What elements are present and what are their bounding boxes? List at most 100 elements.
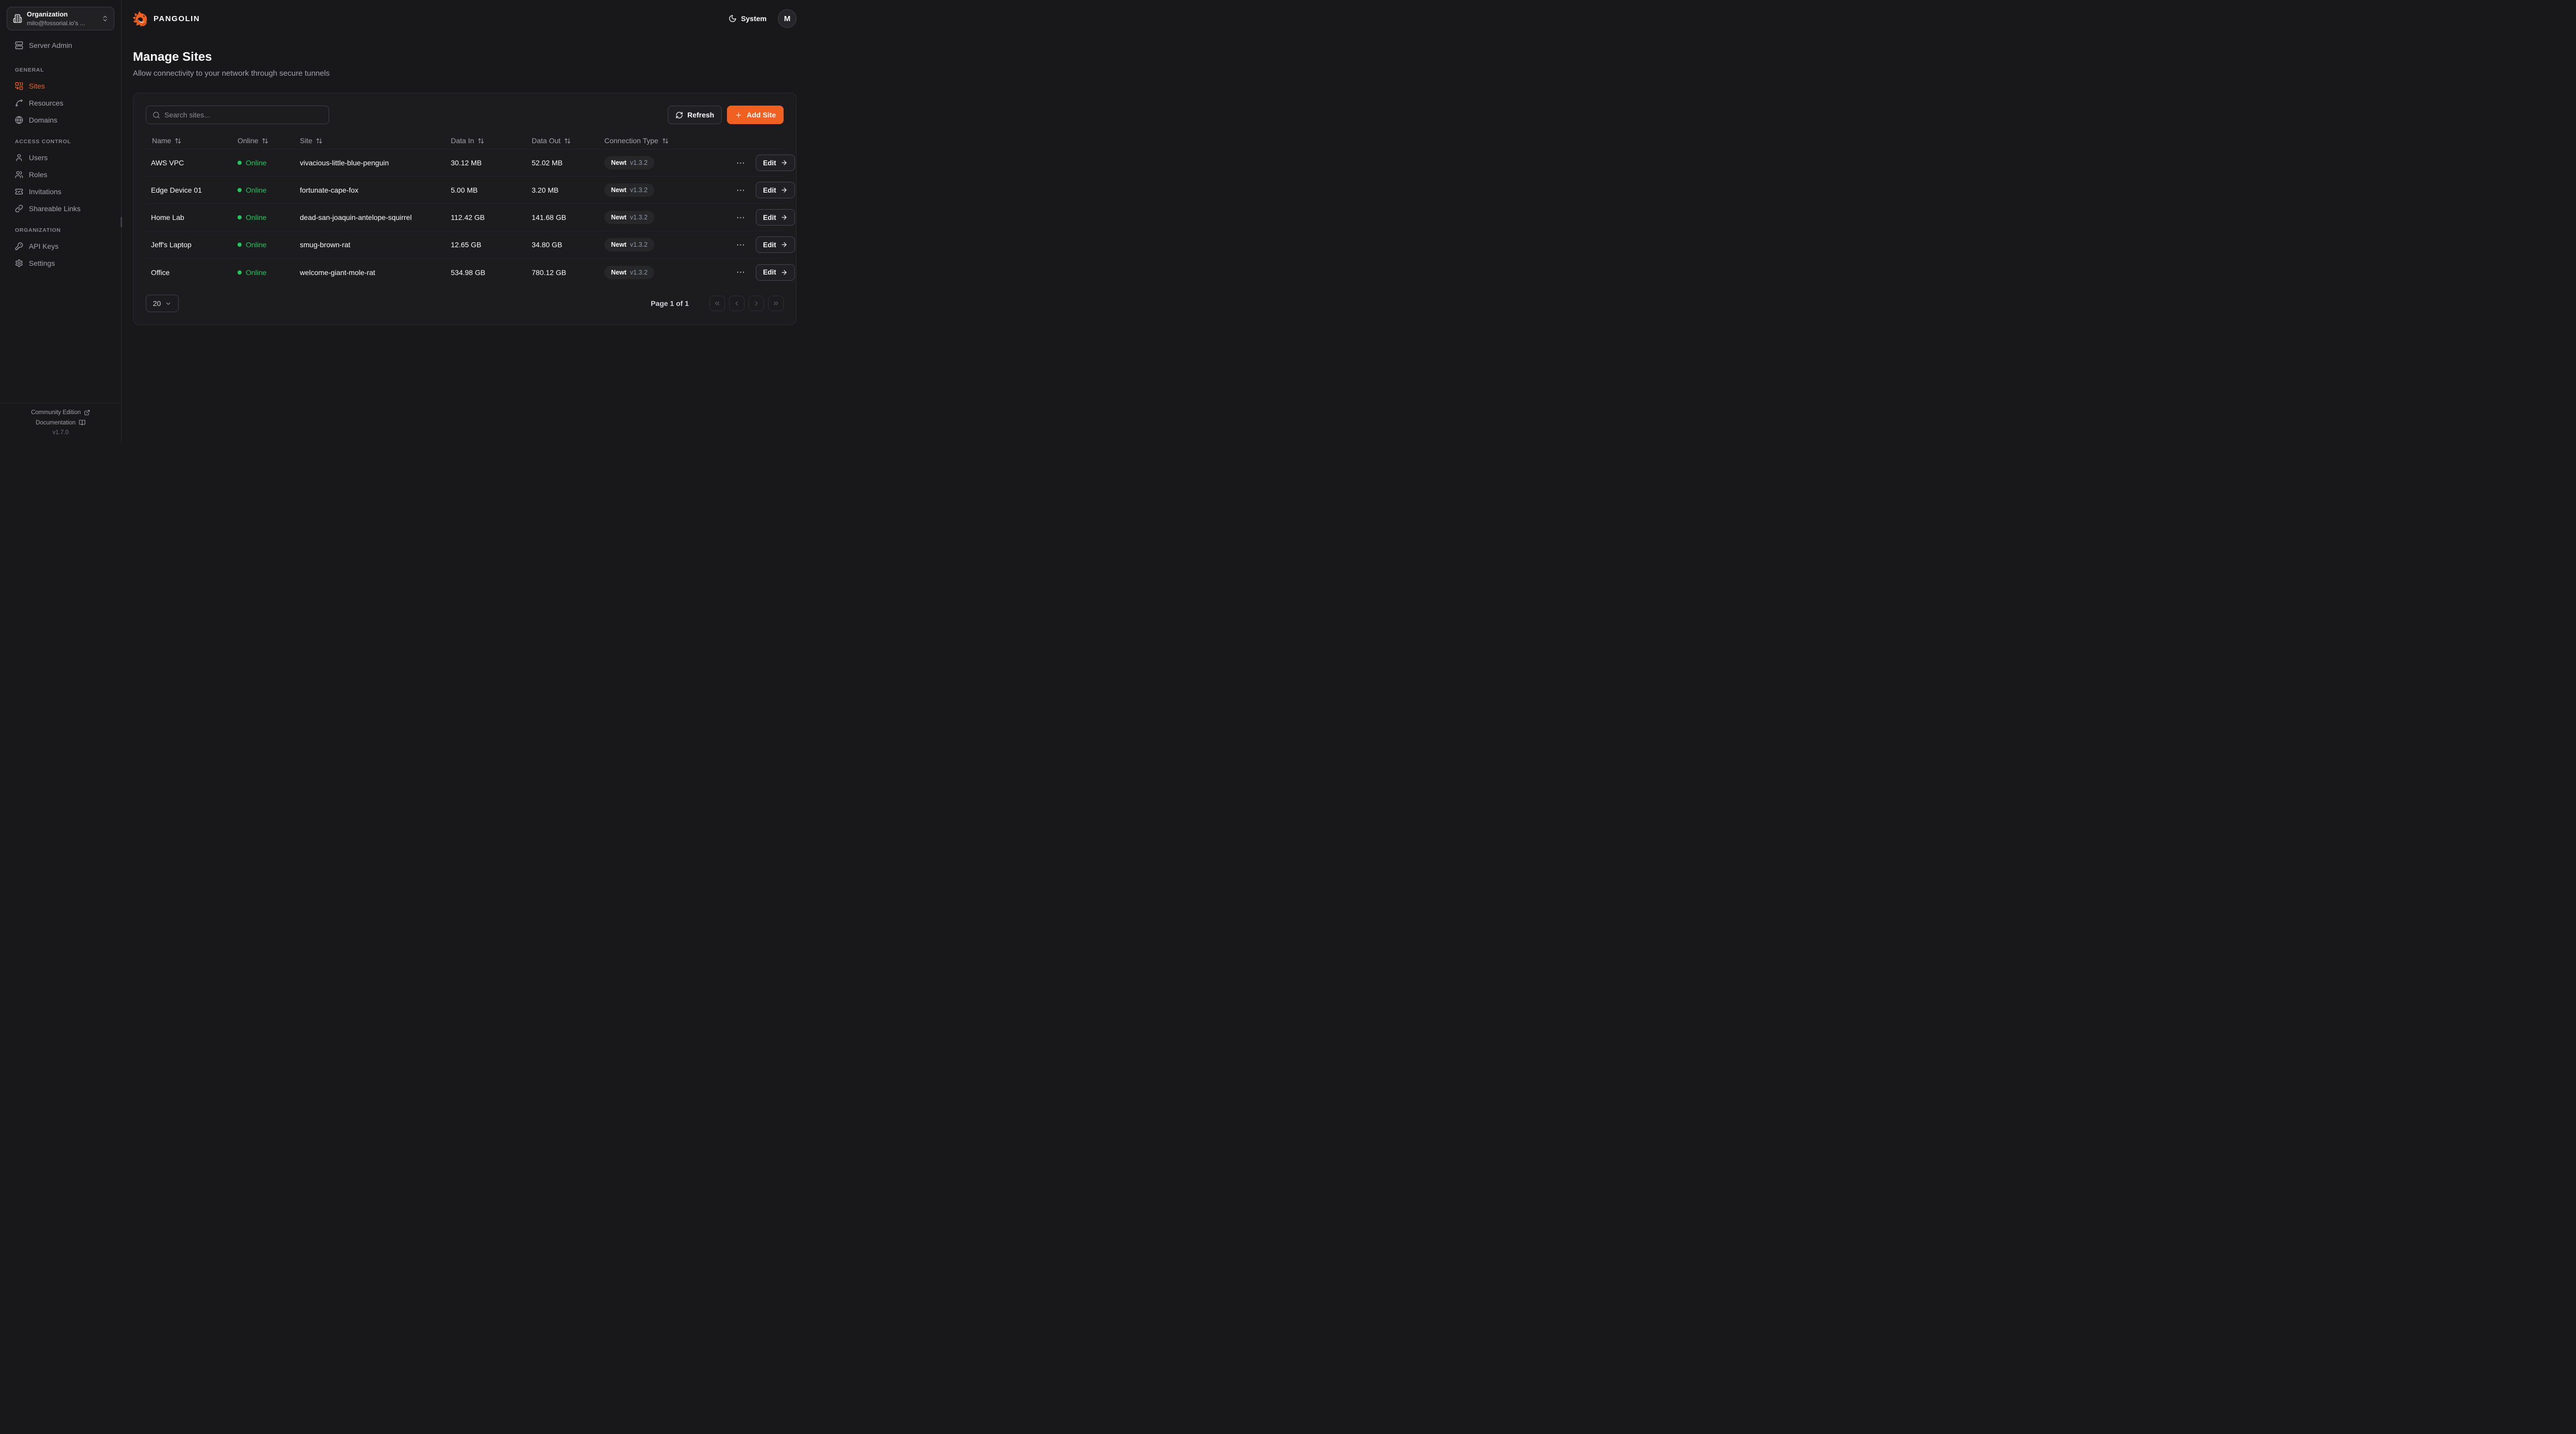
actions-cell: ⋯ Edit <box>728 209 796 226</box>
pager-buttons <box>709 296 784 311</box>
edit-button[interactable]: Edit <box>756 155 795 171</box>
sites-table: Name Online Site Data In <box>146 132 795 286</box>
org-selector-value: milo@fossorial.io's ... <box>27 20 86 27</box>
column-header-data-in[interactable]: Data In <box>445 136 526 145</box>
spline-icon <box>15 99 23 107</box>
connection-type-cell: Newt v1.3.2 <box>598 211 728 224</box>
theme-toggle[interactable]: System <box>728 14 767 23</box>
last-page-button[interactable] <box>768 296 784 311</box>
prev-page-button[interactable] <box>729 296 744 311</box>
column-header-name[interactable]: Name <box>146 136 231 145</box>
edit-button[interactable]: Edit <box>756 182 795 198</box>
sidebar-item-resources[interactable]: Resources <box>6 95 115 111</box>
row-menu-button[interactable]: ⋯ <box>734 240 748 250</box>
sidebar-item-users[interactable]: Users <box>6 150 115 165</box>
users-icon <box>15 170 23 179</box>
column-header-connection-type[interactable]: Connection Type <box>598 136 728 145</box>
online-dot <box>238 188 242 192</box>
search-input[interactable] <box>164 111 323 119</box>
sort-icon <box>175 138 181 144</box>
ticket-check-icon <box>15 187 23 196</box>
connection-badge: Newt v1.3.2 <box>604 211 654 224</box>
connection-badge: Newt v1.3.2 <box>604 265 654 279</box>
sidebar-item-domains[interactable]: Domains <box>6 112 115 128</box>
sidebar-item-settings[interactable]: Settings <box>6 255 115 271</box>
sidebar-item-label: API Keys <box>29 242 59 250</box>
topbar: PANGOLIN System M <box>122 0 808 37</box>
refresh-button[interactable]: Refresh <box>668 106 722 124</box>
arrow-right-icon <box>781 186 788 194</box>
arrow-right-icon <box>781 214 788 221</box>
site-slug-cell: smug-brown-rat <box>300 241 351 249</box>
sidebar: Organization milo@fossorial.io's ... Ser… <box>0 0 122 443</box>
column-header-data-out[interactable]: Data Out <box>526 136 598 145</box>
online-status-cell: Online <box>231 213 294 221</box>
table-row: Jeff's Laptop Online smug-brown-rat 12.6… <box>146 231 795 259</box>
page-size-select[interactable]: 20 <box>146 295 179 312</box>
toolbar-actions: Refresh Add Site <box>668 106 784 124</box>
sidebar-item-label: Server Admin <box>29 41 73 49</box>
connection-badge: Newt v1.3.2 <box>604 238 654 251</box>
data-out-cell: 52.02 MB <box>532 159 563 167</box>
column-header-site[interactable]: Site <box>294 136 445 145</box>
sidebar-item-invitations[interactable]: Invitations <box>6 184 115 199</box>
edit-button[interactable]: Edit <box>756 264 795 281</box>
table-row: Office Online welcome-giant-mole-rat 534… <box>146 259 795 286</box>
first-page-button[interactable] <box>709 296 725 311</box>
connection-type-cell: Newt v1.3.2 <box>598 156 728 169</box>
data-in-cell: 5.00 MB <box>451 186 478 194</box>
sidebar-item-sites[interactable]: Sites <box>6 78 115 94</box>
site-name-cell: Home Lab <box>151 213 184 221</box>
chevron-down-icon <box>165 300 172 307</box>
documentation-link[interactable]: Documentation <box>36 419 86 426</box>
chevrons-left-icon <box>714 300 721 307</box>
book-open-icon <box>79 419 86 426</box>
online-status-cell: Online <box>231 241 294 249</box>
next-page-button[interactable] <box>749 296 764 311</box>
gear-icon <box>15 259 23 267</box>
sort-icon <box>564 138 571 144</box>
refresh-icon <box>675 111 683 119</box>
site-name-cell: Jeff's Laptop <box>151 241 192 249</box>
chevrons-up-down-icon <box>101 15 109 22</box>
sites-card: Refresh Add Site Name <box>133 93 796 325</box>
arrow-right-icon <box>781 269 788 276</box>
globe-icon <box>15 116 23 124</box>
sidebar-item-shareable-links[interactable]: Shareable Links <box>6 201 115 216</box>
sidebar-section-access-control: ACCESS CONTROL <box>15 139 71 145</box>
row-menu-button[interactable]: ⋯ <box>734 267 748 278</box>
row-menu-button[interactable]: ⋯ <box>734 185 748 196</box>
row-menu-button[interactable]: ⋯ <box>734 212 748 223</box>
content: Manage Sites Allow connectivity to your … <box>122 37 808 325</box>
actions-cell: ⋯ Edit <box>728 182 796 198</box>
column-header-online[interactable]: Online <box>231 136 294 145</box>
arrow-right-icon <box>781 159 788 166</box>
sidebar-item-label: Invitations <box>29 187 62 196</box>
sidebar-item-roles[interactable]: Roles <box>6 167 115 182</box>
sidebar-item-label: Domains <box>29 116 58 124</box>
data-in-cell: 534.98 GB <box>451 268 485 277</box>
site-slug-cell: vivacious-little-blue-penguin <box>300 159 389 167</box>
edit-button[interactable]: Edit <box>756 236 795 253</box>
edit-button[interactable]: Edit <box>756 209 795 226</box>
row-menu-button[interactable]: ⋯ <box>734 158 748 168</box>
connection-badge: Newt v1.3.2 <box>604 183 654 197</box>
sidebar-section-organization: ORGANIZATION <box>15 227 61 233</box>
actions-cell: ⋯ Edit <box>728 264 796 281</box>
avatar[interactable]: M <box>778 9 796 28</box>
online-dot <box>238 270 242 275</box>
site-name-cell: Edge Device 01 <box>151 186 202 194</box>
site-slug-cell: dead-san-joaquin-antelope-squirrel <box>300 213 412 221</box>
sidebar-item-api-keys[interactable]: API Keys <box>6 238 115 254</box>
building-icon <box>13 14 22 23</box>
sites-toolbar: Refresh Add Site <box>146 106 784 124</box>
sidebar-item-label: Users <box>29 153 48 162</box>
community-edition-link[interactable]: Community Edition <box>31 409 90 416</box>
server-icon <box>15 41 23 49</box>
org-selector[interactable]: Organization milo@fossorial.io's ... <box>7 7 114 30</box>
sidebar-resize-handle[interactable] <box>121 217 122 227</box>
sidebar-item-server-admin[interactable]: Server Admin <box>6 38 115 53</box>
add-site-button[interactable]: Add Site <box>727 106 784 124</box>
data-out-cell: 34.80 GB <box>532 241 563 249</box>
arrow-right-icon <box>781 241 788 248</box>
